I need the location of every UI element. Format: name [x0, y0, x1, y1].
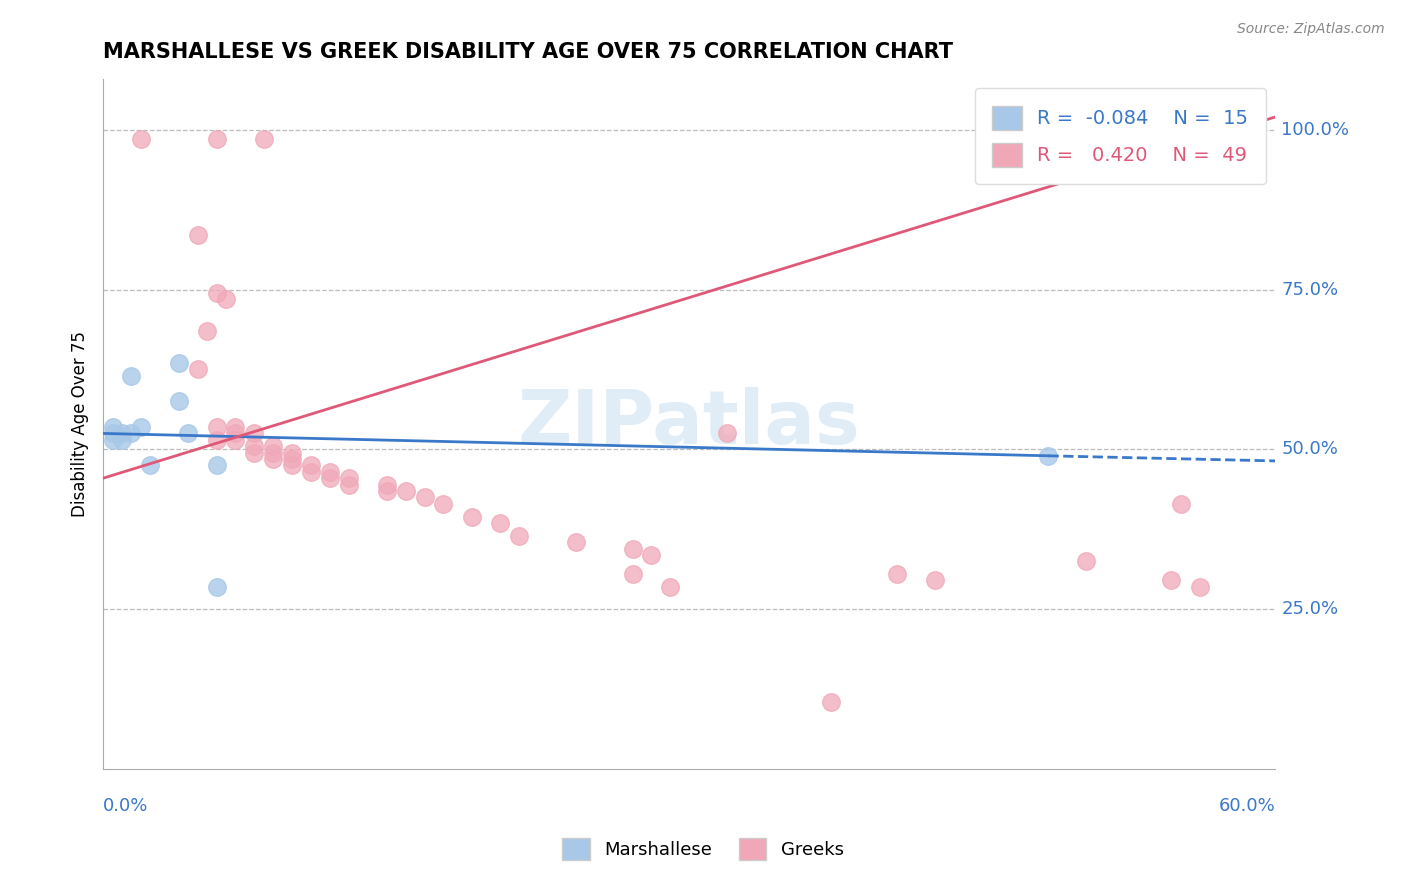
Text: 60.0%: 60.0%: [1219, 797, 1275, 814]
Point: [281, 445, 304, 459]
Point: [195, 324, 218, 338]
Point: [129, 132, 152, 146]
Point: [432, 497, 454, 511]
Point: [413, 491, 436, 505]
Text: Source: ZipAtlas.com: Source: ZipAtlas.com: [1237, 22, 1385, 37]
Point: [337, 471, 360, 485]
Point: [281, 458, 304, 473]
Legend: R =  -0.084    N =  15, R =   0.420    N =  49: R = -0.084 N = 15, R = 0.420 N = 49: [974, 88, 1265, 185]
Point: [167, 356, 190, 370]
Point: [1170, 497, 1192, 511]
Point: [886, 567, 908, 582]
Point: [621, 567, 644, 582]
Point: [319, 471, 342, 485]
Point: [205, 420, 228, 434]
Point: [111, 426, 134, 441]
Point: [489, 516, 512, 530]
Point: [187, 362, 209, 376]
Point: [101, 420, 124, 434]
Point: [621, 541, 644, 556]
Point: [395, 483, 418, 498]
Point: [299, 458, 322, 473]
Point: [121, 368, 143, 383]
Point: [224, 433, 246, 447]
Point: [205, 458, 228, 473]
Point: [205, 132, 228, 146]
Text: 75.0%: 75.0%: [1281, 281, 1339, 299]
Point: [177, 426, 200, 441]
Point: [262, 439, 284, 453]
Text: 100.0%: 100.0%: [1281, 120, 1350, 139]
Point: [375, 477, 398, 491]
Point: [243, 445, 266, 459]
Point: [1038, 449, 1060, 463]
Point: [262, 452, 284, 467]
Point: [101, 426, 124, 441]
Point: [205, 285, 228, 300]
Point: [111, 433, 134, 447]
Point: [224, 426, 246, 441]
Point: [1076, 554, 1098, 568]
Point: [243, 439, 266, 453]
Point: [299, 465, 322, 479]
Point: [167, 394, 190, 409]
Point: [121, 426, 143, 441]
Text: 0.0%: 0.0%: [103, 797, 149, 814]
Point: [640, 548, 662, 562]
Point: [129, 420, 152, 434]
Point: [924, 574, 946, 588]
Text: ZIPatlas: ZIPatlas: [517, 387, 860, 460]
Point: [337, 477, 360, 491]
Point: [262, 445, 284, 459]
Point: [101, 433, 124, 447]
Y-axis label: Disability Age Over 75: Disability Age Over 75: [72, 331, 89, 516]
Point: [215, 292, 238, 306]
Point: [205, 580, 228, 594]
Point: [820, 695, 842, 709]
Text: MARSHALLESE VS GREEK DISABILITY AGE OVER 75 CORRELATION CHART: MARSHALLESE VS GREEK DISABILITY AGE OVER…: [103, 42, 953, 62]
Legend: Marshallese, Greeks: Marshallese, Greeks: [548, 823, 858, 874]
Point: [243, 426, 266, 441]
Point: [461, 509, 484, 524]
Point: [205, 433, 228, 447]
Point: [1160, 574, 1182, 588]
Point: [224, 420, 246, 434]
Point: [659, 580, 682, 594]
Text: 25.0%: 25.0%: [1281, 600, 1339, 618]
Point: [281, 452, 304, 467]
Point: [253, 132, 276, 146]
Point: [1188, 580, 1211, 594]
Point: [508, 529, 530, 543]
Point: [187, 228, 209, 243]
Point: [565, 535, 588, 549]
Point: [716, 426, 738, 441]
Point: [139, 458, 162, 473]
Text: 50.0%: 50.0%: [1281, 441, 1339, 458]
Point: [375, 483, 398, 498]
Point: [319, 465, 342, 479]
